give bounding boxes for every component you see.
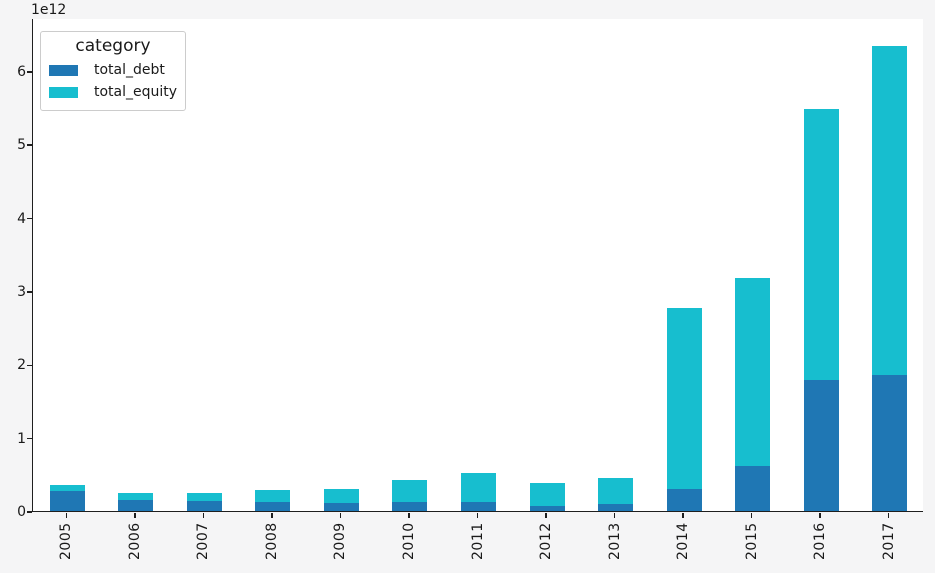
legend-swatch-total_debt: [49, 65, 78, 77]
y-tick-mark-4: [27, 217, 32, 220]
y-tick-mark-5: [27, 144, 32, 146]
x-tick-label-2012: 2012: [538, 522, 555, 560]
x-tick-mark-2009: [339, 512, 342, 518]
y-tick-mark-1: [27, 437, 32, 440]
bar-2016-total_debt: [803, 379, 839, 511]
bar-2008-total_debt: [255, 502, 291, 511]
x-tick-mark-2007: [202, 512, 205, 518]
bar-2017-total_equity: [872, 45, 908, 376]
x-tick-mark-2014: [682, 512, 684, 518]
y-tick-mark-0: [27, 511, 32, 513]
bar-2010-total_equity: [392, 480, 428, 503]
y-tick-label-4: 4: [17, 210, 26, 227]
bar-2008-total_equity: [255, 489, 291, 503]
legend-label-total_debt: total_debt: [94, 62, 165, 79]
x-tick-label-2009: 2009: [332, 522, 349, 560]
x-tick-mark-2017: [887, 512, 890, 518]
bar-2010-total_debt: [392, 502, 428, 511]
bar-2011-total_equity: [461, 472, 496, 503]
legend: category total_debt total_equity: [40, 31, 186, 111]
x-tick-label-2011: 2011: [469, 522, 486, 560]
legend-label-total_equity: total_equity: [94, 83, 178, 100]
legend-items: total_debt total_equity: [41, 60, 185, 103]
bar-2009-total_debt: [323, 502, 359, 511]
x-tick-label-2005: 2005: [58, 522, 75, 560]
y-tick-mark-3: [27, 291, 32, 293]
x-tick-mark-2008: [271, 512, 273, 518]
bar-2013-total_debt: [598, 503, 634, 511]
bar-2005-total_debt: [49, 491, 85, 511]
x-tick-label-2006: 2006: [126, 522, 143, 560]
x-tick-mark-2006: [134, 512, 136, 518]
x-tick-label-2008: 2008: [263, 522, 280, 560]
x-tick-label-2017: 2017: [880, 522, 897, 560]
y-tick-mark-6: [27, 71, 32, 73]
x-tick-mark-2016: [819, 512, 821, 518]
legend-item-total_debt: total_debt: [49, 60, 185, 82]
bar-2009-total_equity: [323, 489, 359, 503]
bar-2011-total_debt: [461, 502, 496, 511]
bar-2014-total_equity: [666, 307, 702, 489]
plot-area: category total_debt total_equity: [32, 19, 923, 512]
y-tick-label-0: 0: [17, 504, 26, 520]
x-tick-label-2013: 2013: [606, 522, 623, 560]
y-tick-label-6: 6: [17, 63, 26, 80]
y-tick-label-2: 2: [17, 357, 26, 374]
legend-swatch-total_equity: [49, 86, 78, 98]
x-tick-mark-2015: [750, 512, 753, 518]
bar-2012-total_debt: [529, 505, 565, 511]
bar-2006-total_equity: [118, 493, 154, 500]
bar-2015-total_equity: [735, 278, 771, 467]
y-tick-mark-2: [27, 364, 32, 367]
legend-title: category: [75, 36, 151, 56]
y-tick-label-1: 1: [17, 430, 26, 447]
x-tick-label-2016: 2016: [812, 522, 829, 560]
bar-2015-total_debt: [735, 466, 771, 511]
x-tick-mark-2012: [545, 512, 547, 518]
x-tick-label-2014: 2014: [675, 522, 692, 560]
x-tick-mark-2005: [65, 512, 68, 518]
x-tick-mark-2013: [613, 512, 616, 518]
x-tick-label-2015: 2015: [743, 522, 760, 560]
bar-2005-total_equity: [49, 484, 85, 492]
y-tick-label-5: 5: [17, 137, 26, 154]
bar-2006-total_debt: [118, 500, 154, 511]
bar-2016-total_equity: [803, 108, 839, 380]
y-axis-offset-label: 1e12: [31, 2, 67, 18]
bar-2017-total_debt: [872, 375, 908, 511]
legend-item-total_equity: total_equity: [49, 82, 185, 104]
bar-2013-total_equity: [598, 478, 634, 504]
x-tick-label-2007: 2007: [195, 522, 212, 560]
bar-2007-total_debt: [186, 501, 222, 511]
bar-2014-total_debt: [666, 489, 702, 511]
bar-2012-total_equity: [529, 483, 565, 506]
x-tick-mark-2011: [476, 512, 479, 518]
x-tick-label-2010: 2010: [400, 522, 417, 560]
y-tick-label-3: 3: [17, 283, 26, 300]
x-tick-mark-2010: [408, 512, 410, 518]
bar-2007-total_equity: [186, 493, 222, 502]
